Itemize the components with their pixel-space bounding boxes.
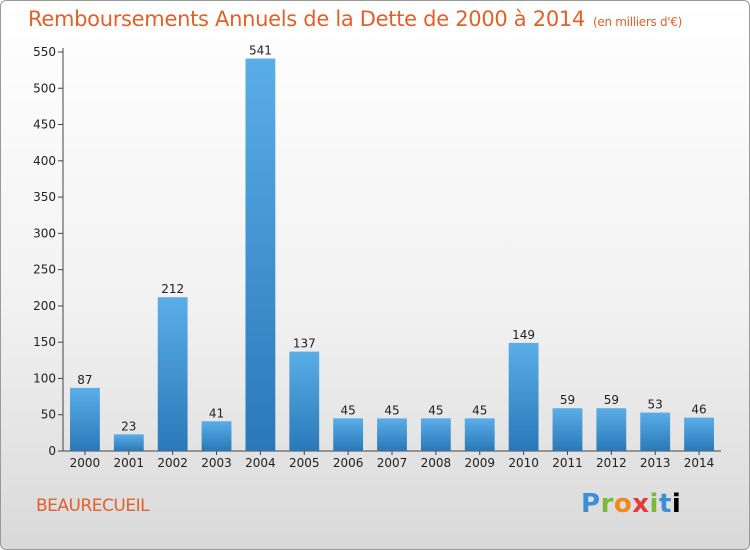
bar bbox=[420, 418, 451, 451]
x-tick-label: 2013 bbox=[640, 456, 671, 470]
bar bbox=[508, 342, 539, 451]
bar bbox=[684, 417, 714, 451]
y-tick-label: 350 bbox=[33, 190, 56, 204]
bar bbox=[245, 58, 276, 452]
chart-title: Remboursements Annuels de la Dette de 20… bbox=[28, 7, 682, 31]
y-tick-label: 450 bbox=[33, 118, 56, 132]
chart-bars: 87 23 212 41 541 137 45 45 45 45 149 59 59 53 46 bbox=[70, 44, 714, 452]
bar-value-label: 45 bbox=[428, 403, 443, 417]
logo-letter: r bbox=[600, 489, 614, 519]
bar bbox=[201, 421, 232, 451]
x-tick-label: 2005 bbox=[289, 456, 320, 470]
bar bbox=[113, 434, 144, 451]
commune-name: BEAURECUEIL bbox=[36, 496, 150, 516]
bar-value-label: 23 bbox=[121, 419, 136, 433]
y-tick-label: 550 bbox=[33, 45, 56, 59]
y-tick-label: 400 bbox=[33, 154, 56, 168]
bar bbox=[157, 297, 188, 451]
y-tick-label: 250 bbox=[33, 263, 56, 277]
y-tick-label: 150 bbox=[33, 335, 56, 349]
bar bbox=[640, 412, 671, 451]
bar-value-label: 59 bbox=[604, 393, 619, 407]
bar-value-label: 149 bbox=[512, 328, 535, 342]
x-tick-label: 2014 bbox=[684, 456, 715, 470]
logo-letter: P bbox=[581, 489, 601, 519]
x-tick-label: 2003 bbox=[201, 456, 232, 470]
logo-letter: t bbox=[658, 489, 672, 519]
bar bbox=[552, 408, 583, 451]
bar bbox=[289, 351, 320, 451]
y-tick-label: 0 bbox=[48, 444, 56, 458]
chart-unit: (en milliers d'€) bbox=[593, 15, 683, 29]
x-tick-label: 2011 bbox=[552, 456, 583, 470]
y-tick-label: 300 bbox=[33, 226, 56, 240]
x-tick-label: 2010 bbox=[508, 456, 539, 470]
bar bbox=[70, 387, 100, 451]
y-tick-label: 100 bbox=[33, 371, 56, 385]
bar bbox=[464, 418, 495, 451]
bar-value-label: 541 bbox=[249, 44, 272, 58]
x-tick-label: 2007 bbox=[377, 456, 408, 470]
logo-letter: i bbox=[649, 489, 659, 519]
bar-value-label: 46 bbox=[691, 403, 706, 417]
logo-letter: x bbox=[632, 489, 650, 519]
bar-value-label: 41 bbox=[209, 406, 224, 420]
bar-value-label: 45 bbox=[384, 403, 399, 417]
y-tick-label: 50 bbox=[41, 408, 56, 422]
y-tick-label: 200 bbox=[33, 299, 56, 313]
logo-letter: o bbox=[613, 489, 633, 519]
x-tick-label: 2008 bbox=[421, 456, 452, 470]
bar bbox=[596, 408, 627, 451]
logo-letter: i bbox=[671, 489, 682, 519]
chart-title-text: Remboursements Annuels de la Dette de 20… bbox=[28, 7, 585, 31]
x-tick-label: 2012 bbox=[596, 456, 627, 470]
bar-value-label: 137 bbox=[293, 337, 316, 351]
bar-value-label: 45 bbox=[472, 403, 487, 417]
bar-value-label: 212 bbox=[161, 282, 184, 296]
bar-value-label: 45 bbox=[340, 403, 355, 417]
x-tick-label: 2006 bbox=[333, 456, 364, 470]
bar bbox=[333, 418, 364, 451]
chart-axes: 0 50 100 150 200 250 300 350 400 450 500 550 2000 200… bbox=[33, 45, 721, 470]
x-tick-label: 2002 bbox=[157, 456, 188, 470]
bar-value-label: 59 bbox=[560, 393, 575, 407]
x-tick-label: 2009 bbox=[464, 456, 495, 470]
x-tick-label: 2004 bbox=[245, 456, 276, 470]
bar-value-label: 53 bbox=[648, 398, 663, 412]
x-tick-label: 2000 bbox=[70, 456, 101, 470]
x-tick-label: 2001 bbox=[114, 456, 145, 470]
bar-value-label: 87 bbox=[77, 373, 92, 387]
y-tick-label: 500 bbox=[33, 81, 56, 95]
bar bbox=[377, 418, 407, 451]
proxiti-logo: Proxiti bbox=[581, 489, 681, 519]
